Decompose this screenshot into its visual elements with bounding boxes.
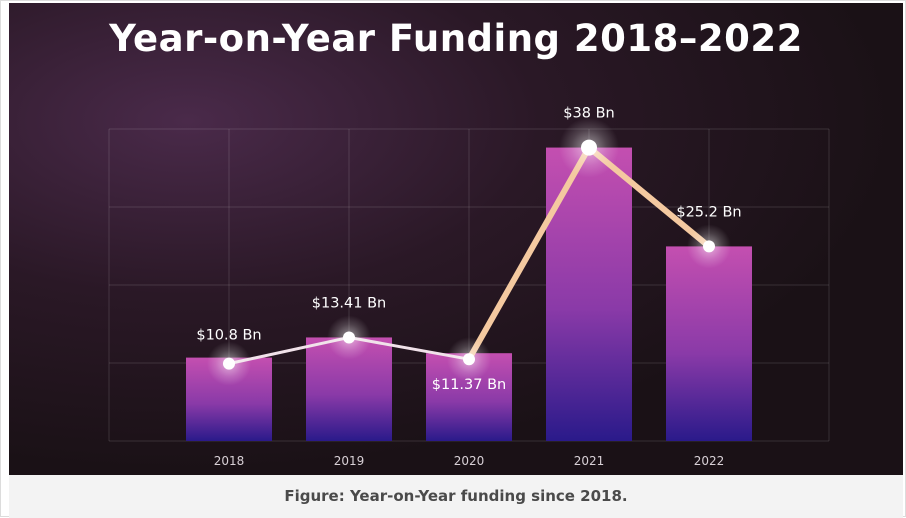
bar-2022 — [666, 246, 752, 441]
markers — [207, 117, 731, 386]
bars — [186, 147, 752, 441]
marker-point-2022 — [703, 240, 715, 253]
data-label-2020: $11.37 Bn — [432, 377, 506, 393]
figure-caption: Figure: Year-on-Year funding since 2018. — [284, 487, 628, 505]
x-tick-2018: 2018 — [214, 454, 245, 468]
chart-panel: Year-on-Year Funding 2018–2022 $10.8 Bn $… — [9, 3, 903, 475]
trend-segment — [466, 144, 592, 363]
x-tick-2022: 2022 — [694, 454, 725, 468]
marker-point-2020 — [463, 353, 475, 366]
data-label-2022: $25.2 Bn — [676, 204, 741, 220]
marker-point-2021 — [581, 139, 597, 156]
x-tick-2021: 2021 — [574, 454, 605, 468]
marker-point-2019 — [343, 331, 355, 344]
x-tick-2020: 2020 — [454, 454, 485, 468]
x-tick-2019: 2019 — [334, 454, 365, 468]
data-labels: $10.8 Bn $13.41 Bn $11.37 Bn $38 Bn $25.2 Bn — [196, 106, 741, 394]
data-label-2019: $13.41 Bn — [312, 295, 386, 311]
data-label-2018: $10.8 Bn — [196, 328, 261, 344]
funding-chart: $10.8 Bn $13.41 Bn $11.37 Bn $38 Bn $25.2 Bn… — [108, 106, 830, 468]
bar-2021 — [546, 147, 632, 441]
x-axis-ticks: 2018 2019 2020 2021 2022 — [214, 454, 725, 468]
chart-title: Year-on-Year Funding 2018–2022 — [109, 17, 803, 60]
marker-point-2018 — [223, 357, 235, 370]
data-label-2021: $38 Bn — [563, 106, 614, 122]
caption-bar: Figure: Year-on-Year funding since 2018. — [9, 475, 903, 518]
